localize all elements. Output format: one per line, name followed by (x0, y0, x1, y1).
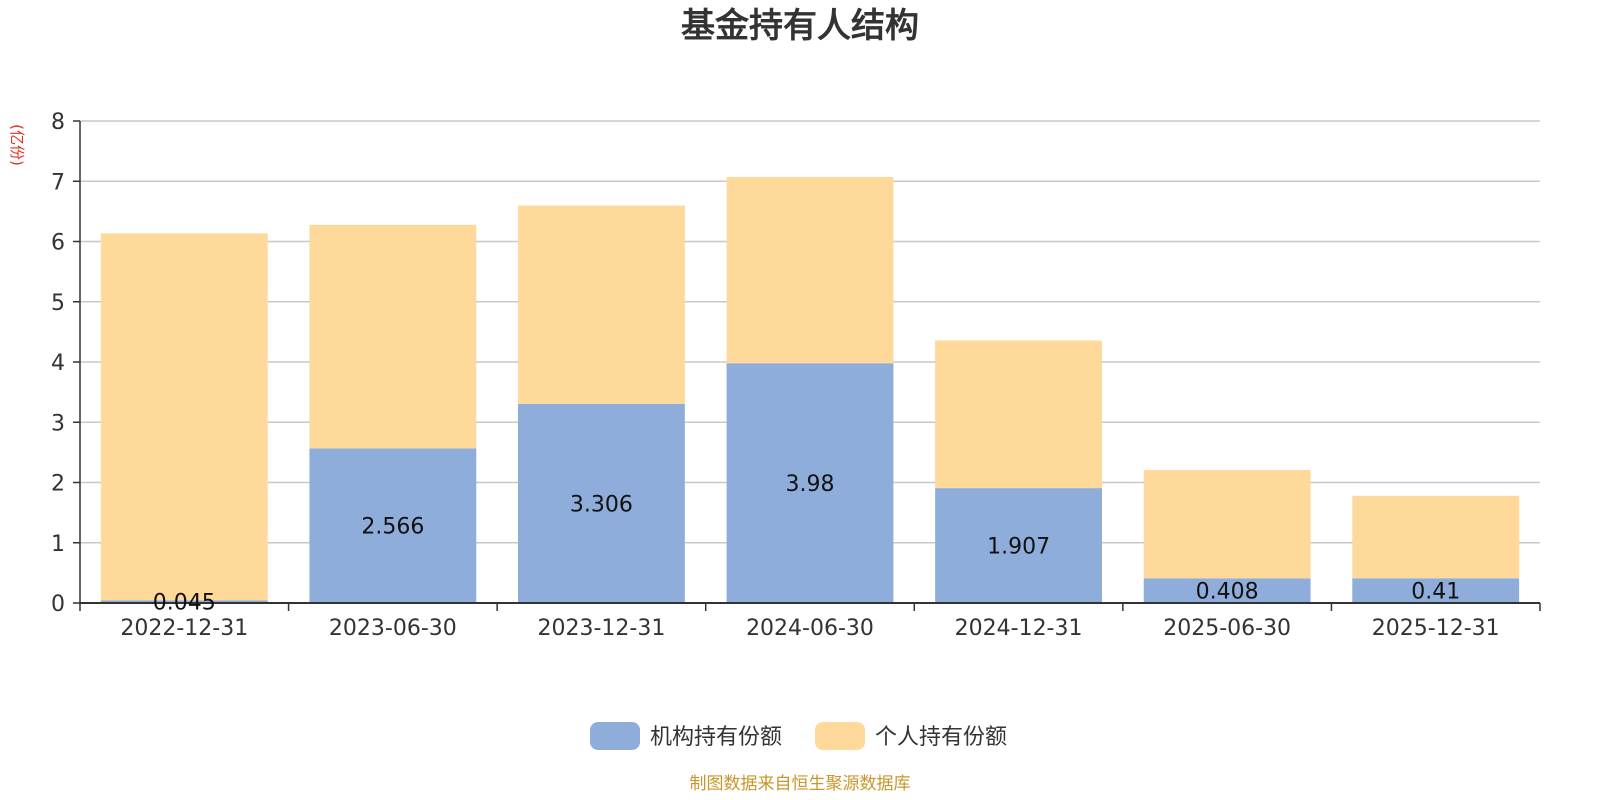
y-tick-label: 6 (51, 231, 65, 256)
legend-label: 个人持有份额 (875, 725, 1007, 750)
legend-swatch (590, 722, 640, 750)
legend-item-individual[interactable]: 个人持有份额 (815, 722, 1007, 750)
data-labels: 0.045 2.566 3.306 3.98 1.907 0.408 0.41 (153, 472, 1460, 616)
y-tick-label: 4 (51, 351, 65, 376)
data-label: 2.566 (361, 515, 424, 540)
x-tick-label: 2025-06-30 (1163, 616, 1291, 641)
data-label: 0.045 (153, 591, 216, 616)
x-tick-label: 2022-12-31 (120, 616, 248, 641)
legend-item-institutional[interactable]: 机构持有份额 (590, 722, 782, 750)
y-tick-label: 2 (51, 472, 65, 497)
bar-individual-2025-06-30 (1143, 469, 1311, 579)
bar-institutional-2024-06-30 (726, 363, 894, 603)
x-tick-label: 2024-06-30 (746, 616, 874, 641)
y-tick-label: 3 (51, 411, 65, 436)
y-axis-unit-label: (亿份) (8, 124, 26, 166)
data-label: 3.306 (570, 492, 633, 517)
bar-institutional-2025-06-30 (1143, 578, 1311, 603)
bar-individual-2022-12-31 (100, 233, 268, 601)
bar-individual-2025-12-31 (1352, 495, 1520, 579)
y-tick-label: 0 (51, 592, 65, 617)
legend-swatch (815, 722, 865, 750)
source-note: 制图数据来自恒生聚源数据库 (690, 774, 911, 794)
y-tick-label: 8 (51, 110, 65, 135)
bar-institutional-2025-12-31 (1352, 578, 1520, 603)
bar-institutional-2022-12-31 (100, 600, 268, 603)
bar-individual-2023-12-31 (518, 205, 685, 404)
legend-label: 机构持有份额 (650, 725, 782, 750)
y-tick-label: 7 (51, 170, 65, 195)
y-tick-label: 1 (51, 532, 65, 557)
data-label: 1.907 (987, 535, 1050, 560)
bar-individual-2024-06-30 (726, 177, 894, 364)
data-label: 3.98 (786, 472, 835, 497)
x-tick-label: 2024-12-31 (955, 616, 1083, 641)
bar-institutional-2023-06-30 (309, 448, 477, 603)
data-label: 0.408 (1196, 580, 1259, 605)
bar-individual-2024-12-31 (935, 340, 1102, 489)
x-tick-label: 2023-12-31 (537, 616, 665, 641)
axes: 0 1 2 3 4 5 6 7 8 2022-12-31 2023-06-30 2023-12-31 2… (51, 110, 1541, 641)
y-tick-label: 5 (51, 291, 65, 316)
data-label: 0.41 (1411, 580, 1460, 605)
bar-institutional-2023-12-31 (518, 403, 685, 603)
bar-institutional-2024-12-31 (935, 488, 1102, 603)
x-tick-label: 2023-06-30 (329, 616, 457, 641)
x-tick-label: 2025-12-31 (1372, 616, 1500, 641)
legend[interactable]: 机构持有份额 个人持有份额 (590, 722, 1007, 750)
bars (100, 177, 1520, 603)
bar-individual-2023-06-30 (309, 224, 477, 449)
chart-title: 基金持有人结构 (681, 6, 919, 46)
